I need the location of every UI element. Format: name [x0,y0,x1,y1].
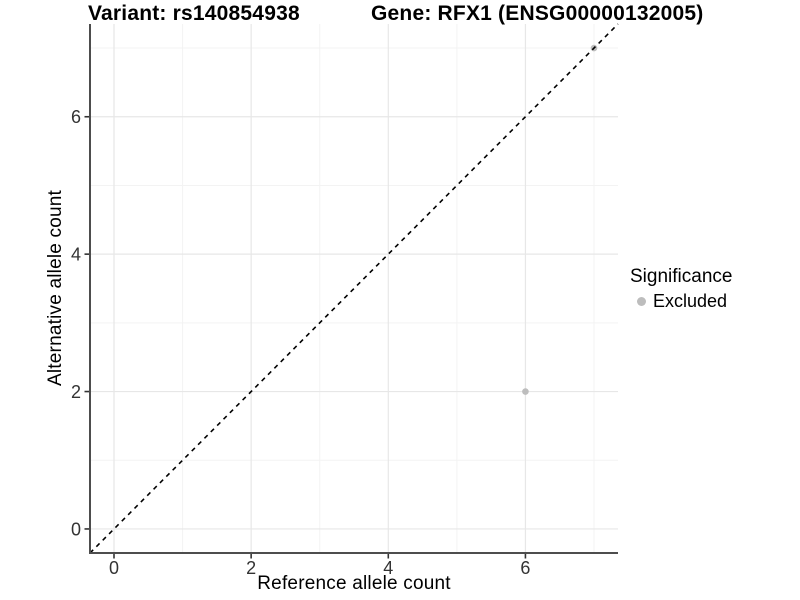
y-tick-label: 2 [71,382,81,402]
y-tick-label: 6 [71,107,81,127]
legend-item-excluded: Excluded [630,291,732,312]
legend-point-icon [637,297,646,306]
x-tick-label: 0 [109,558,119,578]
legend-title: Significance [630,266,733,287]
x-tick-label: 2 [246,558,256,578]
plot-title-gene: Gene: RFX1 (ENSG00000132005) [371,2,704,25]
x-axis-title: Reference allele count [257,573,451,594]
legend: Significance Excluded [630,266,732,312]
x-tick-label: 4 [383,558,393,578]
y-axis-title: Alternative allele count [45,190,66,386]
y-tick-label: 4 [71,245,81,265]
x-tick-label: 6 [520,558,530,578]
plot-title-variant: Variant: rs140854938 [88,2,300,25]
y-tick-label: 0 [71,519,81,539]
legend-item-label: Excluded [653,291,728,311]
data-point [522,388,529,395]
identity-line [89,23,619,554]
